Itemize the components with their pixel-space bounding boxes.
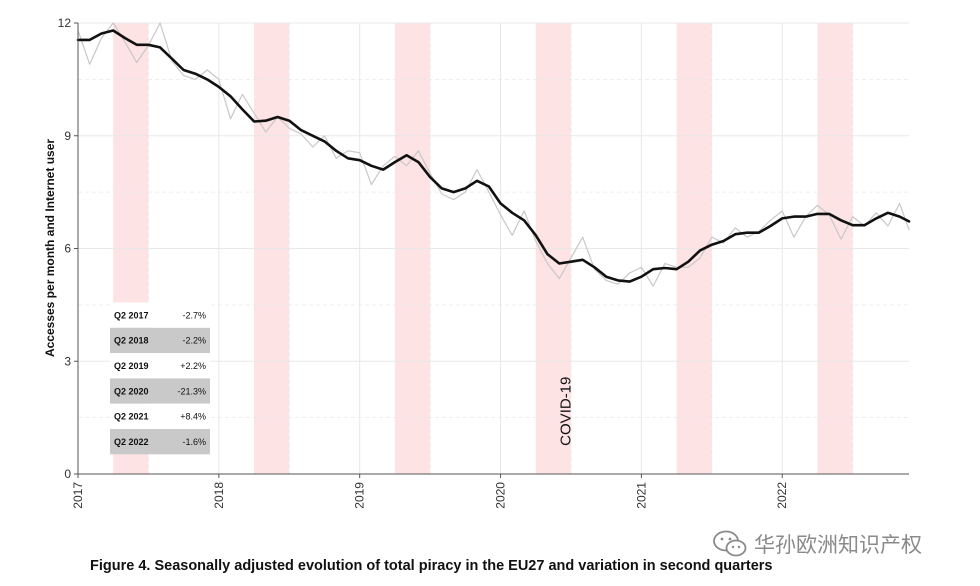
watermark-text: 华孙欧洲知识产权 — [754, 533, 922, 557]
y-axis-label: Accesses per month and Internet user — [43, 139, 57, 357]
table-row-bg-3 — [110, 378, 210, 404]
table-row-bg-2 — [110, 353, 210, 379]
series-line-seasonally-adjusted — [76, 29, 911, 283]
table-value-1: -2.2% — [182, 336, 206, 346]
table-value-5: -1.6% — [182, 437, 206, 447]
x-tick-label-5: 2022 — [775, 482, 789, 509]
inset-variation-table: Q2 2017 -2.7% Q2 2018 -2.2% Q2 2019 +2.2% Q2 2… — [110, 302, 210, 455]
series-lines — [76, 22, 911, 287]
y-tick-label-0: 0 — [64, 467, 71, 481]
series-line-raw — [77, 22, 910, 287]
x-tick-label-2: 2019 — [353, 482, 367, 509]
watermark: 华孙欧洲知识产权 — [712, 529, 922, 559]
table-quarter-5: Q2 2022 — [114, 437, 149, 447]
figure-caption: Figure 4. Seasonally adjusted evolution … — [90, 558, 773, 574]
x-tick-label-4: 2021 — [634, 482, 648, 509]
x-tick-label-3: 2020 — [494, 482, 508, 509]
table-row-bg-5 — [110, 429, 210, 455]
table-value-4: +8.4% — [180, 412, 206, 422]
table-quarter-3: Q2 2020 — [114, 386, 149, 396]
y-tick-label-3: 9 — [64, 129, 71, 143]
table-quarter-0: Q2 2017 — [114, 310, 149, 320]
table-quarter-2: Q2 2019 — [114, 361, 149, 371]
table-quarter-4: Q2 2021 — [114, 412, 149, 422]
annotations: COVID-19 — [558, 377, 575, 446]
y-tick-label-1: 3 — [64, 354, 71, 368]
table-row-bg-0 — [110, 302, 210, 328]
table-quarter-1: Q2 2018 — [114, 336, 149, 346]
x-tick-label-1: 2018 — [212, 482, 226, 509]
x-tick-label-0: 2017 — [71, 482, 85, 509]
y-tick-label-4: 12 — [58, 16, 72, 30]
annotation-covid-19: COVID-19 — [558, 377, 575, 446]
table-value-0: -2.7% — [182, 310, 206, 320]
table-row-bg-4 — [110, 403, 210, 429]
table-value-3: -21.3% — [177, 386, 206, 396]
y-tick-label-2: 6 — [64, 242, 71, 256]
wechat-icon — [713, 530, 747, 557]
axes: 0 3 6 9 12 2017 2018 2019 2020 2021 2022 — [58, 16, 909, 509]
table-row-bg-1 — [110, 327, 210, 354]
table-value-2: +2.2% — [180, 361, 206, 371]
